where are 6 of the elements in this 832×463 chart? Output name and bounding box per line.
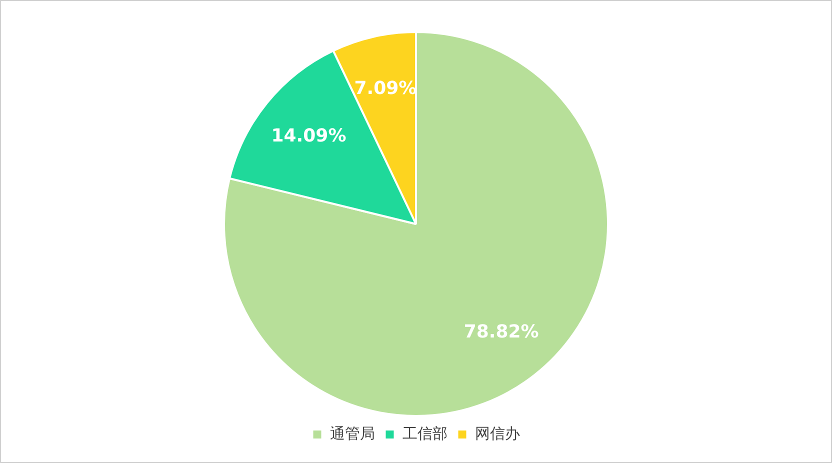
data-label: 14.09% bbox=[271, 125, 346, 146]
data-label: 78.82% bbox=[464, 321, 539, 342]
legend-label: 工信部 bbox=[402, 424, 448, 442]
legend-label: 通管局 bbox=[330, 424, 375, 442]
legend-label: 网信办 bbox=[474, 424, 520, 442]
data-label: 7.09% bbox=[354, 78, 417, 99]
